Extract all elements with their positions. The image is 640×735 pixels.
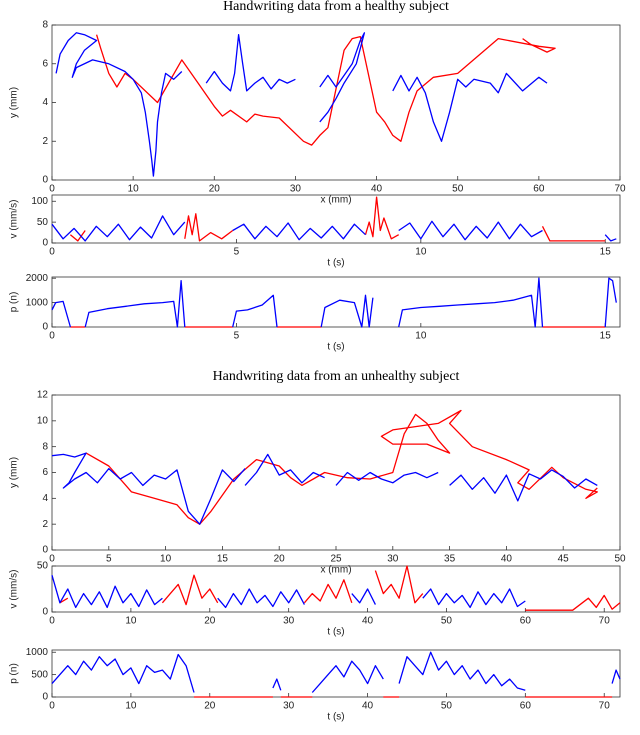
x-tick-label: 20 <box>204 701 216 712</box>
x-tick-label: 20 <box>204 616 216 627</box>
x-tick-label: 60 <box>533 184 545 195</box>
y-axis-label: p (n) <box>9 663 20 684</box>
x-tick-label: 45 <box>558 554 570 565</box>
y-tick-label: 0 <box>42 692 48 703</box>
y-tick-label: 8 <box>42 20 48 31</box>
x-tick-label: 70 <box>599 701 611 712</box>
x-tick-label: 10 <box>125 616 137 627</box>
x-tick-label: 10 <box>415 331 427 342</box>
x-tick-label: 20 <box>274 554 286 565</box>
axes-frame <box>51 394 621 551</box>
axes-frame <box>51 649 621 698</box>
x-tick-label: 50 <box>441 701 453 712</box>
x-tick-label: 30 <box>387 554 399 565</box>
x-tick-label: 60 <box>520 701 532 712</box>
x-tick-label: 60 <box>520 616 532 627</box>
trace <box>69 196 606 242</box>
x-axis-label: t (s) <box>327 712 344 723</box>
x-tick-label: 0 <box>49 616 55 627</box>
x-tick-label: 70 <box>614 184 626 195</box>
x-tick-label: 40 <box>362 701 374 712</box>
trace <box>95 34 556 146</box>
x-tick-label: 5 <box>106 554 112 565</box>
y-tick-label: 500 <box>31 669 48 680</box>
y-tick-label: 8 <box>42 441 48 452</box>
y-tick-label: 0 <box>42 322 48 333</box>
x-tick-label: 0 <box>49 701 55 712</box>
y-tick-label: 1000 <box>26 647 49 658</box>
x-axis-label: t (s) <box>327 258 344 269</box>
x-tick-label: 10 <box>125 701 137 712</box>
chart-title: Handwriting data from an unhealthy subje… <box>213 369 460 384</box>
trace <box>51 575 526 609</box>
x-tick-label: 50 <box>614 554 626 565</box>
y-tick-label: 0 <box>42 175 48 186</box>
x-tick-label: 40 <box>362 616 374 627</box>
y-tick-label: 1000 <box>26 297 49 308</box>
trace <box>85 409 598 525</box>
trace <box>51 277 617 328</box>
y-tick-label: 10 <box>37 415 49 426</box>
x-axis-label: t (s) <box>327 342 344 353</box>
y-tick-label: 2000 <box>26 273 49 284</box>
y-tick-label: 4 <box>42 493 48 504</box>
x-tick-label: 0 <box>49 184 55 195</box>
y-tick-label: 4 <box>42 97 48 108</box>
y-axis-label: y (mm) <box>9 87 20 118</box>
x-tick-label: 35 <box>444 554 456 565</box>
x-axis-label: x (mm) <box>320 565 351 576</box>
y-tick-label: 2 <box>42 519 48 530</box>
trace <box>51 452 598 525</box>
x-tick-label: 40 <box>501 554 513 565</box>
trace <box>55 32 548 177</box>
axes-frame <box>51 565 621 613</box>
x-tick-label: 0 <box>49 554 55 565</box>
x-tick-label: 30 <box>283 616 295 627</box>
y-axis-label: y (mm) <box>9 457 20 488</box>
x-tick-label: 0 <box>49 247 55 258</box>
x-tick-label: 10 <box>128 184 140 195</box>
x-tick-label: 5 <box>234 247 240 258</box>
trace <box>51 215 617 242</box>
y-tick-label: 0 <box>42 545 48 556</box>
y-tick-label: 50 <box>37 217 49 228</box>
axes-frame <box>51 24 621 181</box>
y-axis-label: v (mm/s) <box>9 200 20 239</box>
x-tick-label: 15 <box>600 331 612 342</box>
y-tick-label: 12 <box>37 390 49 401</box>
x-tick-label: 70 <box>599 616 611 627</box>
x-tick-label: 40 <box>371 184 383 195</box>
y-axis-label: v (mm/s) <box>9 570 20 609</box>
y-tick-label: 0 <box>42 607 48 618</box>
y-tick-label: 2 <box>42 136 48 147</box>
x-tick-label: 50 <box>452 184 464 195</box>
x-tick-label: 10 <box>415 247 427 258</box>
x-tick-label: 15 <box>600 247 612 258</box>
y-tick-label: 50 <box>37 561 49 572</box>
y-tick-label: 0 <box>42 238 48 249</box>
trace <box>51 651 621 693</box>
axes-frame <box>51 194 621 244</box>
x-tick-label: 10 <box>160 554 172 565</box>
x-axis-label: t (s) <box>327 627 344 638</box>
x-tick-label: 25 <box>330 554 342 565</box>
x-axis-label: x (mm) <box>320 195 351 206</box>
chart-title: Handwriting data from a healthy subject <box>223 0 449 14</box>
y-tick-label: 6 <box>42 58 48 69</box>
x-tick-label: 20 <box>209 184 221 195</box>
y-tick-label: 100 <box>31 196 48 207</box>
y-tick-label: 6 <box>42 467 48 478</box>
x-tick-label: 50 <box>441 616 453 627</box>
x-tick-label: 30 <box>283 701 295 712</box>
axes-frame <box>51 276 621 328</box>
x-tick-label: 0 <box>49 331 55 342</box>
y-axis-label: p (n) <box>9 292 20 313</box>
x-tick-label: 5 <box>234 331 240 342</box>
trace <box>59 565 621 611</box>
x-tick-label: 30 <box>290 184 302 195</box>
x-tick-label: 15 <box>217 554 229 565</box>
